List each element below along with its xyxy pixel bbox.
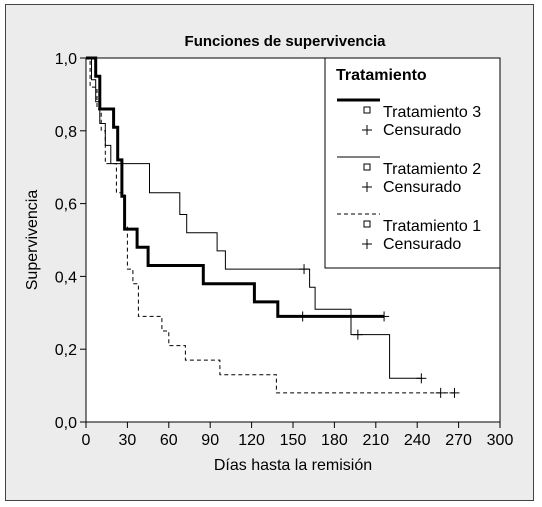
- x-tick-label: 150: [280, 432, 307, 449]
- x-tick-label: 60: [160, 432, 178, 449]
- series-line-tratamiento-3: [86, 56, 385, 318]
- censor-mark-tratamiento-2: [352, 329, 363, 340]
- x-tick-label: 180: [321, 432, 348, 449]
- legend-square-1: [363, 106, 371, 114]
- legend-square-2: [363, 163, 371, 171]
- legend-censor-mark-1: [362, 125, 372, 135]
- x-tick-label: 0: [82, 432, 91, 449]
- x-tick-label: 270: [445, 432, 472, 449]
- censor-mark-tratamiento-3: [379, 311, 390, 322]
- x-tick-label: 30: [119, 432, 137, 449]
- legend: Tratamiento Tratamiento 3CensuradoTratam…: [324, 57, 501, 269]
- chart-title: Funciones de supervivencia: [185, 33, 387, 50]
- legend-title: Tratamiento: [336, 67, 427, 84]
- y-tick-label: 0,4: [55, 269, 77, 286]
- x-tick-label: 240: [404, 432, 431, 449]
- y-tick-label: 0,8: [55, 124, 77, 141]
- legend-entry-6: Censurado: [383, 236, 461, 253]
- legend-square-3: [363, 220, 371, 228]
- legend-entry-4: Censurado: [383, 179, 461, 196]
- legend-entry-1: Tratamiento 3: [383, 104, 481, 121]
- legend-entry-3: Tratamiento 2: [383, 161, 481, 178]
- series-layer: [86, 56, 460, 398]
- legend-censor-mark-3: [362, 239, 372, 249]
- y-tick-label: 0,0: [55, 415, 77, 432]
- legend-entry-5: Tratamiento 1: [383, 218, 481, 235]
- censor-mark-tratamiento-2: [299, 264, 310, 275]
- x-tick-label: 210: [362, 432, 389, 449]
- x-tick-label: 90: [201, 432, 219, 449]
- axes: 0 30 60 90 120 150 180 210 240 270 300 0,0 0,2 0,4 0,6…: [55, 51, 514, 449]
- x-axis-label: Días hasta la remisión: [214, 457, 372, 474]
- x-tick-label: 120: [238, 432, 265, 449]
- legend-censor-mark-2: [362, 182, 372, 192]
- y-axis-label: Supervivencia: [24, 190, 41, 291]
- censor-mark-tratamiento-1: [435, 387, 446, 398]
- y-tick-label: 0,6: [55, 197, 77, 214]
- x-tick-label: 300: [487, 432, 514, 449]
- legend-entry-2: Censurado: [383, 122, 461, 139]
- y-tick-label: 0,2: [55, 342, 77, 359]
- legend-box: [324, 57, 501, 269]
- censor-mark-tratamiento-1: [449, 387, 460, 398]
- y-tick-label: 1,0: [55, 51, 77, 68]
- censor-mark-tratamiento-2: [416, 373, 427, 384]
